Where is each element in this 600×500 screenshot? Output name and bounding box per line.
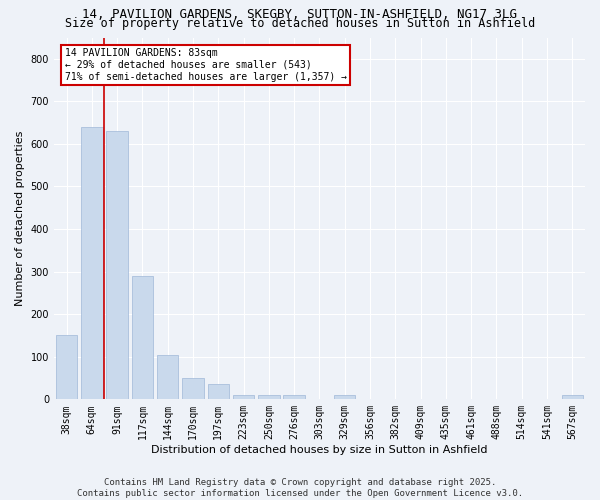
Bar <box>81 127 103 400</box>
X-axis label: Distribution of detached houses by size in Sutton in Ashfield: Distribution of detached houses by size … <box>151 445 488 455</box>
Text: Size of property relative to detached houses in Sutton in Ashfield: Size of property relative to detached ho… <box>65 18 535 30</box>
Bar <box>106 131 128 400</box>
Bar <box>182 378 204 400</box>
Bar <box>562 395 583 400</box>
Bar <box>157 354 178 400</box>
Bar <box>258 395 280 400</box>
Bar <box>131 276 153 400</box>
Text: 14, PAVILION GARDENS, SKEGBY, SUTTON-IN-ASHFIELD, NG17 3LG: 14, PAVILION GARDENS, SKEGBY, SUTTON-IN-… <box>83 8 517 20</box>
Bar <box>233 395 254 400</box>
Bar <box>56 336 77 400</box>
Text: Contains HM Land Registry data © Crown copyright and database right 2025.
Contai: Contains HM Land Registry data © Crown c… <box>77 478 523 498</box>
Bar <box>283 395 305 400</box>
Text: 14 PAVILION GARDENS: 83sqm
← 29% of detached houses are smaller (543)
71% of sem: 14 PAVILION GARDENS: 83sqm ← 29% of deta… <box>65 48 347 82</box>
Bar <box>334 395 355 400</box>
Bar <box>208 384 229 400</box>
Y-axis label: Number of detached properties: Number of detached properties <box>15 130 25 306</box>
